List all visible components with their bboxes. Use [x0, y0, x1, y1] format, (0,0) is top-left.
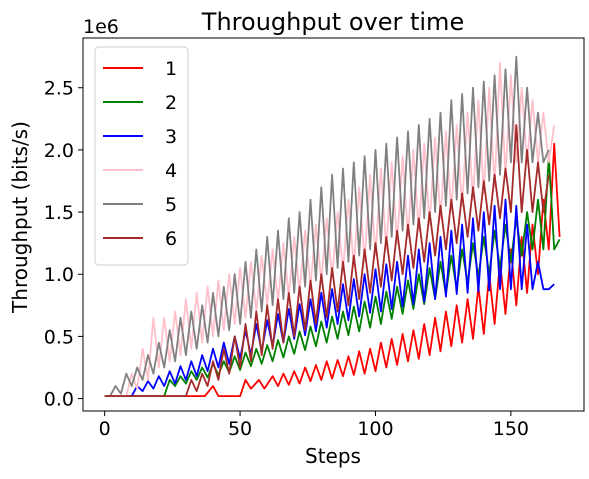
x-axis-ticks: 0 50 100 150: [99, 411, 529, 440]
x-tick-label: 100: [357, 418, 393, 440]
y-tick-label: 1.5: [44, 202, 74, 224]
legend-label-4: 4: [165, 160, 177, 182]
x-tick-label: 0: [99, 418, 111, 440]
series-line-5: [104, 55, 550, 397]
axes-border: [82, 37, 585, 412]
x-axis-label: Steps: [305, 444, 361, 468]
y-tick-label: 1.0: [44, 264, 74, 286]
legend-label-1: 1: [165, 58, 177, 80]
y-offset-label: 1e6: [83, 16, 119, 38]
series-line-3: [104, 198, 555, 397]
legend: 1 2 3 4 5 6: [94, 46, 189, 266]
legend-label-2: 2: [165, 92, 177, 114]
y-tick-label: 2.0: [44, 140, 74, 162]
series-line-1: [104, 142, 561, 397]
y-axis-label: Throughput (bits/s): [8, 121, 32, 314]
y-tick-label: 0.0: [44, 389, 74, 411]
plot-area: [104, 55, 561, 397]
x-tick-label: 50: [228, 418, 252, 440]
series-line-6: [104, 124, 550, 397]
y-tick-label: 0.5: [44, 326, 74, 348]
x-tick-label: 150: [493, 418, 529, 440]
axes-frame: [82, 37, 585, 412]
y-axis-ticks: 0.0 0.5 1.0 1.5 2.0 2.5: [44, 78, 83, 411]
legend-label-6: 6: [165, 228, 177, 250]
y-tick-label: 2.5: [44, 78, 74, 100]
legend-label-5: 5: [165, 194, 177, 216]
legend-label-3: 3: [165, 126, 177, 148]
chart-title: Throughput over time: [201, 8, 464, 36]
